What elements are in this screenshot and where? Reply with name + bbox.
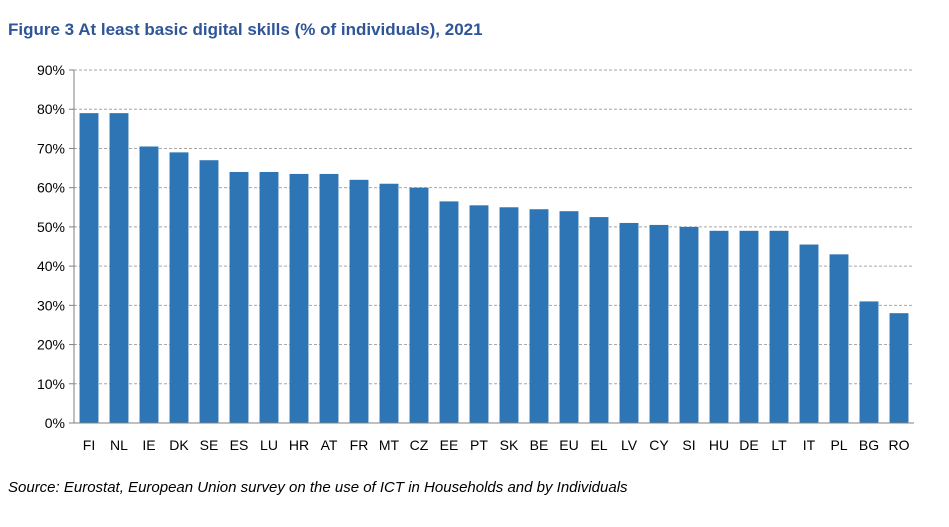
x-tick-label: FR xyxy=(350,437,369,453)
bar-ro xyxy=(889,313,909,423)
x-tick-label: LU xyxy=(260,437,278,453)
bar-fr xyxy=(349,179,369,423)
x-axis-tick-labels: FI NL IE DK SE ES LU HR AT FR MT CZ EE PT SK BE EU EL LV CY… xyxy=(83,437,910,453)
axes xyxy=(69,69,914,424)
chart-title: Figure 3 At least basic digital skills (… xyxy=(8,20,483,39)
x-tick-label: PL xyxy=(830,437,847,453)
bar-ie xyxy=(139,146,159,423)
x-tick-label: IT xyxy=(803,437,816,453)
bar-it xyxy=(799,244,819,423)
bar-mt xyxy=(379,183,399,423)
bar-cz xyxy=(409,187,429,423)
x-tick-label: LV xyxy=(621,437,638,453)
source-note: Source: Eurostat, European Union survey … xyxy=(8,479,628,496)
y-axis-tick-labels: 0% 10% 20% 30% 40% 50% 60% 70% 80% 90% xyxy=(37,62,65,431)
bar-de xyxy=(739,230,759,423)
x-tick-label: SK xyxy=(500,437,519,453)
x-tick-label: ES xyxy=(230,437,249,453)
x-tick-label: DE xyxy=(739,437,758,453)
x-tick-label: BE xyxy=(530,437,549,453)
bar-nl xyxy=(109,113,129,424)
bar-eu xyxy=(559,211,579,423)
bar-lv xyxy=(619,222,639,423)
bar-pl xyxy=(829,254,849,423)
x-tick-label: LT xyxy=(771,437,787,453)
x-tick-label: AT xyxy=(321,437,338,453)
x-tick-label: PT xyxy=(470,437,488,453)
y-tick-label: 60% xyxy=(37,180,65,196)
bar-lt xyxy=(769,230,789,423)
x-tick-label: EU xyxy=(559,437,578,453)
bar-at xyxy=(319,173,339,423)
x-tick-label: SE xyxy=(200,437,219,453)
bar-se xyxy=(199,160,219,423)
bars xyxy=(79,113,909,424)
y-tick-label: 40% xyxy=(37,258,65,274)
x-tick-label: IE xyxy=(142,437,155,453)
bar-hu xyxy=(709,230,729,423)
x-tick-label: SI xyxy=(682,437,695,453)
x-tick-label: NL xyxy=(110,437,128,453)
bar-pt xyxy=(469,205,489,423)
y-tick-label: 20% xyxy=(37,337,65,353)
y-tick-label: 90% xyxy=(37,62,65,78)
x-tick-label: HR xyxy=(289,437,309,453)
bar-bg xyxy=(859,301,879,423)
bar-es xyxy=(229,171,249,423)
bar-dk xyxy=(169,152,189,423)
y-tick-label: 70% xyxy=(37,140,65,156)
bar-lu xyxy=(259,171,279,423)
x-tick-label: MT xyxy=(379,437,400,453)
bar-el xyxy=(589,217,609,423)
bar-ee xyxy=(439,201,459,423)
y-tick-label: 0% xyxy=(45,415,65,431)
x-tick-label: BG xyxy=(859,437,879,453)
x-tick-label: FI xyxy=(83,437,95,453)
x-tick-label: CZ xyxy=(410,437,429,453)
bar-si xyxy=(679,226,699,423)
x-tick-label: CY xyxy=(649,437,669,453)
x-tick-label: RO xyxy=(889,437,910,453)
bar-hr xyxy=(289,173,309,423)
x-tick-label: EE xyxy=(440,437,459,453)
bar-sk xyxy=(499,207,519,423)
y-tick-label: 80% xyxy=(37,101,65,117)
y-tick-label: 10% xyxy=(37,376,65,392)
x-tick-label: EL xyxy=(590,437,607,453)
bar-be xyxy=(529,209,549,423)
bar-cy xyxy=(649,224,669,423)
y-tick-label: 30% xyxy=(37,297,65,313)
x-tick-label: DK xyxy=(169,437,189,453)
bar-fi xyxy=(79,113,99,424)
bar-chart: 0% 10% 20% 30% 40% 50% 60% 70% 80% 90% FI NL IE DK SE… xyxy=(37,62,914,453)
x-tick-label: HU xyxy=(709,437,729,453)
y-tick-label: 50% xyxy=(37,219,65,235)
